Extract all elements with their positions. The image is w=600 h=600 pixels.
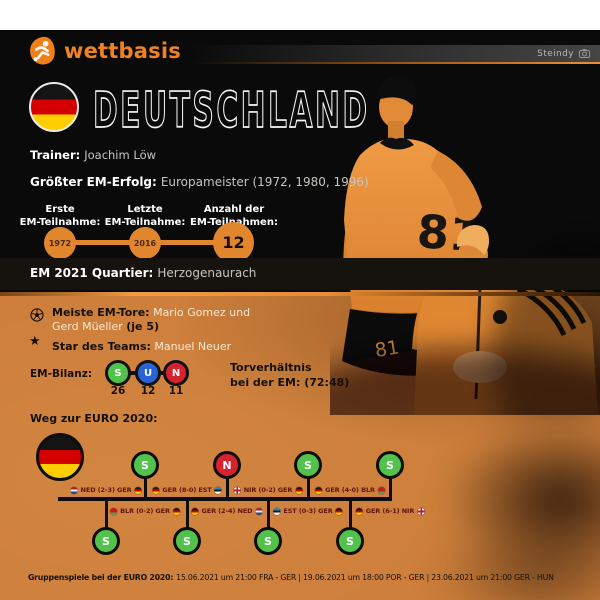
bilanz-losses-badge: N — [163, 360, 189, 386]
goal-ratio: Torverhältnis bei der EM: (72:48) — [230, 361, 350, 389]
qualifiers-heading: Weg zur EURO 2020: — [30, 412, 158, 425]
credit-underline — [190, 62, 600, 64]
team-flag-icon — [214, 486, 222, 494]
match-score: GER (4-0) BLR — [325, 486, 375, 494]
team-flag-icon — [191, 507, 199, 515]
team-flag-icon — [255, 507, 263, 515]
match-score: NED (2-3) GER — [80, 486, 132, 494]
team-flag-icon — [335, 507, 343, 515]
team-flag-icon — [152, 486, 160, 494]
team-flag-icon — [355, 507, 363, 515]
wettbasis-runner-icon — [30, 36, 55, 65]
erfolg-label: Größter EM-Erfolg: — [30, 175, 157, 189]
result-badge: S — [254, 527, 282, 555]
bilanz-draws-count: 12 — [140, 385, 156, 397]
top-scorer-label: Meiste EM-Tore: — [52, 306, 150, 319]
match-score: GER (2-4) NED — [201, 507, 253, 515]
trainer-row: Trainer: Joachim Löw — [30, 148, 156, 162]
quartier-label: EM 2021 Quartier: — [30, 266, 154, 280]
result-badge: S — [294, 451, 322, 479]
result-badge: N — [213, 451, 241, 479]
quartier-row: EM 2021 Quartier: Herzogenaurach — [30, 266, 256, 280]
first-participation-heading: Erste EM-Teilnahme: — [19, 204, 101, 228]
top-scorer-line1: Meiste EM-Tore: Mario Gomez und — [52, 306, 251, 319]
team-star-row: Star des Teams: Manuel Neuer — [52, 340, 231, 353]
group-games-label: Gruppenspiele bei der EURO 2020: — [28, 573, 174, 582]
photo-credit-bar: Steindy — [190, 45, 600, 62]
germany-flag-icon — [29, 82, 79, 132]
team-flag-icon — [295, 486, 303, 494]
result-badge: S — [173, 527, 201, 555]
trainer-label: Trainer: — [30, 148, 81, 162]
last-participation-heading: Letzte EM-Teilnahme: — [104, 204, 186, 228]
match-score: EST (0-3) GER — [283, 507, 333, 515]
team-star-value: Manuel Neuer — [154, 340, 232, 353]
bilanz-wins-count: 26 — [110, 385, 126, 397]
photo-credit[interactable]: Steindy — [537, 48, 574, 59]
quartier-value: Herzogenaurach — [157, 266, 257, 280]
camera-icon — [579, 49, 590, 58]
team-flag-icon — [233, 486, 241, 494]
team-flag-icon — [273, 507, 281, 515]
wettbasis-logo[interactable]: wettbasis — [28, 36, 181, 66]
team-star-label: Star des Teams: — [52, 340, 151, 353]
result-badge: S — [131, 451, 159, 479]
team-flag-icon — [315, 486, 323, 494]
result-badge: S — [376, 451, 404, 479]
timeline-germany-flag-icon — [36, 433, 84, 481]
result-badge: S — [92, 527, 120, 555]
team-flag-icon — [134, 486, 142, 494]
top-black-background — [0, 30, 600, 296]
trainer-value: Joachim Löw — [84, 148, 157, 162]
erfolg-value: Europameister (1972, 1980, 1996) — [160, 175, 369, 189]
page-title: DEUTSCHLAND — [93, 81, 370, 140]
football-icon — [30, 308, 44, 322]
players-photo: 81 81 — [330, 75, 600, 415]
group-games-value: 15.06.2021 um 21:00 FRA - GER | 19.06.20… — [176, 573, 554, 582]
bilanz-draws-badge: U — [135, 360, 161, 386]
team-flag-icon — [172, 507, 180, 515]
team-flag-icon — [70, 486, 78, 494]
first-participation-value: 1972 — [44, 227, 76, 259]
erfolg-row: Größter EM-Erfolg: Europameister (1972, 1… — [30, 175, 369, 189]
match-score: BLR (0-2) GER — [120, 507, 170, 515]
match-score: NIR (0-2) GER — [243, 486, 293, 494]
bilanz-wins-badge: S — [105, 360, 131, 386]
last-participation-value: 2016 — [129, 227, 161, 259]
team-flag-icon — [417, 507, 425, 515]
match-score: GER (6-1) NIR — [365, 507, 415, 515]
section-divider — [0, 292, 600, 296]
group-games-row: Gruppenspiele bei der EURO 2020: 15.06.20… — [28, 573, 554, 582]
bilanz-losses-count: 11 — [168, 385, 184, 397]
match-score: GER (8-0) EST — [162, 486, 212, 494]
star-icon: ★ — [29, 334, 41, 349]
result-badge: S — [336, 527, 364, 555]
quartier-bar — [0, 258, 600, 290]
team-flag-icon — [377, 486, 385, 494]
top-scorer-line2: Gerd Müeller (je 5) — [52, 320, 160, 333]
participation-count-value: 12 — [213, 222, 254, 263]
brand-name: wettbasis — [64, 39, 181, 63]
timeline-axis — [58, 497, 392, 501]
team-flag-icon — [110, 507, 118, 515]
top-scorer-count: (je 5) — [126, 320, 160, 333]
bilanz-label: EM-Bilanz: — [30, 368, 93, 380]
